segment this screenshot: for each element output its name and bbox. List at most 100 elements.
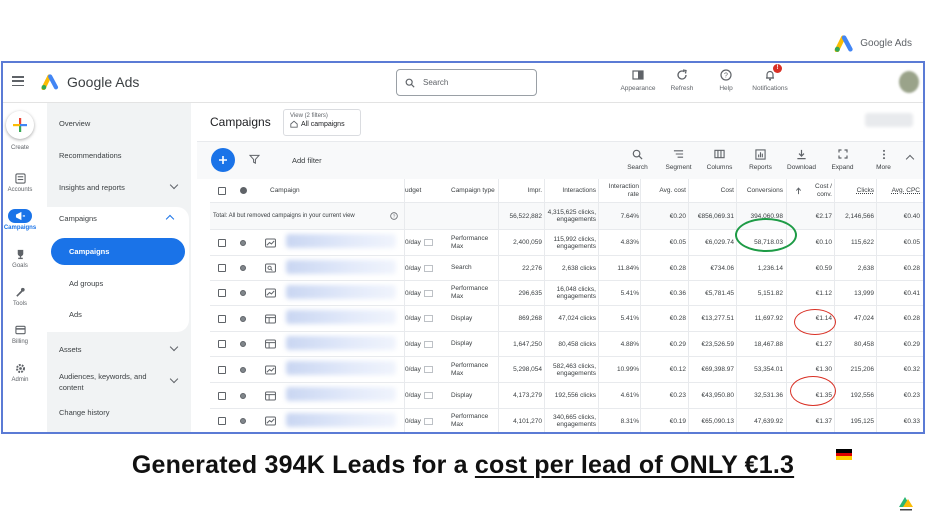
chevron-down-icon[interactable] xyxy=(169,180,179,190)
col-avg-cost[interactable]: Avg. cost xyxy=(659,187,686,194)
status-dot-icon[interactable] xyxy=(240,418,246,424)
add-filter-button[interactable]: Add filter xyxy=(292,156,322,165)
edit-budget-icon[interactable] xyxy=(423,366,433,373)
col-conversions[interactable]: Conversions xyxy=(746,187,783,194)
rail-item-tools[interactable]: Tools xyxy=(3,285,37,307)
search-input[interactable]: Search xyxy=(396,69,537,96)
edit-budget-icon[interactable] xyxy=(423,239,433,246)
edit-budget-icon[interactable] xyxy=(423,289,433,297)
refresh-button[interactable]: Refresh xyxy=(665,67,699,92)
row-checkbox[interactable] xyxy=(218,238,226,247)
sort-arrow-up-icon[interactable] xyxy=(795,186,802,195)
col-clicks[interactable]: Clicks xyxy=(856,187,874,194)
table-row[interactable]: 0/day Display 4,173,279 192,556 clicks 4.61%… xyxy=(210,383,923,409)
display-campaign-icon xyxy=(265,339,276,349)
nav-item-campaigns-header[interactable]: Campaigns xyxy=(59,214,97,223)
row-checkbox[interactable] xyxy=(218,314,226,323)
toolbar-search-button[interactable]: Search xyxy=(617,147,658,171)
status-dot-icon[interactable] xyxy=(240,366,246,373)
rail-item-campaigns[interactable]: Campaigns xyxy=(3,209,37,231)
view-selector[interactable]: View (2 filters) All campaigns xyxy=(283,109,361,136)
avg-cost-value: €0.36 xyxy=(669,289,686,297)
campaign-name-blurred[interactable] xyxy=(286,260,396,274)
nav-item-assets[interactable]: Assets xyxy=(59,345,82,354)
col-budget[interactable]: udget xyxy=(405,187,422,194)
row-checkbox[interactable] xyxy=(218,417,226,425)
chevron-up-icon[interactable] xyxy=(165,214,175,224)
edit-budget-icon[interactable] xyxy=(423,392,433,399)
table-row[interactable]: 0/day Performance Max 4,101,270 340,665 cli… xyxy=(210,409,923,432)
campaign-name-blurred[interactable] xyxy=(286,285,396,299)
toolbar-more-button[interactable]: More xyxy=(863,147,904,171)
campaign-type: Performance Max xyxy=(451,413,489,428)
edit-budget-icon[interactable] xyxy=(423,264,433,272)
campaign-name-blurred[interactable] xyxy=(286,336,396,350)
nav-item-insights[interactable]: Insights and reports xyxy=(59,183,125,192)
edit-budget-icon[interactable] xyxy=(423,340,433,348)
avatar[interactable] xyxy=(899,71,919,93)
row-checkbox[interactable] xyxy=(218,365,226,374)
rail-item-admin[interactable]: Admin xyxy=(3,361,37,383)
col-avg-cpc[interactable]: Avg. CPC xyxy=(891,187,920,194)
help-icon[interactable]: ? xyxy=(390,212,398,220)
appearance-button[interactable]: Appearance xyxy=(620,67,656,92)
nav-sub-ad-groups[interactable]: Ad groups xyxy=(69,279,104,288)
nav-item-audiences[interactable]: Audiences, keywords, and content xyxy=(59,372,147,392)
rail-item-billing[interactable]: Billing xyxy=(3,323,37,345)
help-button[interactable]: ? Help xyxy=(709,67,743,92)
rail-item-accounts[interactable]: Accounts xyxy=(3,171,37,193)
table-row[interactable]: 0/day Performance Max 296,635 16,048 clicks… xyxy=(210,281,923,306)
nav-item-change-history[interactable]: Change history xyxy=(59,408,110,417)
status-dot-icon[interactable] xyxy=(240,239,246,246)
campaign-name-blurred[interactable] xyxy=(286,387,396,401)
status-dot-icon[interactable] xyxy=(240,392,246,399)
notifications-button[interactable]: ! Notifications xyxy=(752,64,788,92)
status-dot-icon[interactable] xyxy=(240,341,246,347)
status-dot-icon[interactable] xyxy=(240,265,246,271)
table-row[interactable]: 0/day Display 1,647,250 80,458 clicks 4.88% €… xyxy=(210,332,923,357)
campaign-name-blurred[interactable] xyxy=(286,361,396,375)
rail-item-goals[interactable]: Goals xyxy=(3,247,37,269)
campaign-name-blurred[interactable] xyxy=(286,234,396,248)
toolbar-reports-button[interactable]: Reports xyxy=(740,147,781,171)
edit-budget-icon[interactable] xyxy=(423,417,433,425)
toolbar-download-button[interactable]: Download xyxy=(781,147,822,171)
row-checkbox[interactable] xyxy=(218,391,226,400)
campaign-name-blurred[interactable] xyxy=(286,413,396,427)
table-row[interactable]: 0/day Display 869,268 47,024 clicks 5.41% €0.… xyxy=(210,306,923,332)
col-interactions[interactable]: Interactions xyxy=(562,187,596,194)
col-campaign-type[interactable]: Campaign type xyxy=(451,186,495,194)
toolbar-segment-button[interactable]: Segment xyxy=(658,147,699,171)
nav-item-campaigns-active[interactable] xyxy=(51,238,185,265)
nav-sub-ads[interactable]: Ads xyxy=(69,310,82,319)
segment-icon xyxy=(673,150,684,158)
table-row[interactable]: 0/day Performance Max 5,298,054 582,463 cli… xyxy=(210,357,923,383)
chevron-down-icon[interactable] xyxy=(169,374,179,384)
nav-item-recommendations[interactable]: Recommendations xyxy=(59,151,122,160)
status-dot-icon[interactable] xyxy=(240,290,246,296)
row-checkbox[interactable] xyxy=(218,340,226,348)
col-impr[interactable]: Impr. xyxy=(527,187,542,194)
col-campaign[interactable]: Campaign xyxy=(270,187,300,194)
toolbar-expand-button[interactable]: Expand xyxy=(822,147,863,171)
chevron-up-icon[interactable] xyxy=(905,154,915,164)
status-dot-icon[interactable] xyxy=(240,315,246,322)
chevron-down-icon[interactable] xyxy=(169,342,179,352)
nav-item-overview[interactable]: Overview xyxy=(59,119,91,128)
hamburger-menu-icon[interactable] xyxy=(12,76,24,86)
app-logo[interactable]: Google Ads xyxy=(41,73,139,90)
table-row[interactable]: 0/day Search 22,276 2,638 clicks 11.84% €0.28… xyxy=(210,256,923,281)
edit-budget-icon[interactable] xyxy=(423,315,433,322)
col-cost-conv[interactable]: Cost / conv. xyxy=(815,182,832,198)
table-row[interactable]: 0/day Performance Max 2,400,059 115,992 cli… xyxy=(210,230,923,256)
campaign-name-blurred[interactable] xyxy=(286,310,396,324)
filter-icon[interactable] xyxy=(249,154,260,164)
select-all-checkbox[interactable] xyxy=(218,186,226,195)
col-cost[interactable]: Cost xyxy=(720,187,734,194)
col-interaction-rate[interactable]: Interaction rate xyxy=(608,182,639,198)
row-checkbox[interactable] xyxy=(218,264,226,272)
create-button[interactable] xyxy=(6,111,34,139)
toolbar-columns-button[interactable]: Columns xyxy=(699,147,740,171)
add-campaign-button[interactable] xyxy=(211,148,235,172)
row-checkbox[interactable] xyxy=(218,289,226,297)
